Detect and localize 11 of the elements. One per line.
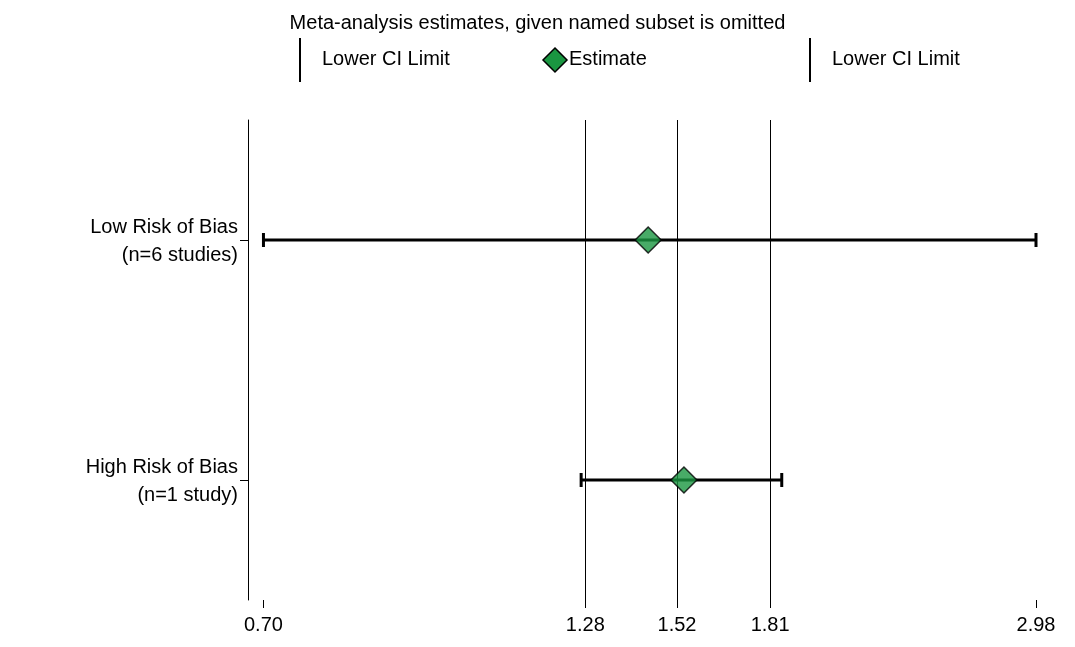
y-tick-label: High Risk of Bias (n=1 study)	[85, 455, 238, 505]
x-tick-label: 1.28	[565, 613, 605, 635]
text: Lower CI Limit	[832, 47, 961, 69]
x-tick-label: 1.81	[750, 613, 790, 635]
legend-label: Estimate	[569, 47, 647, 69]
text: Lower CI Limit	[322, 47, 451, 69]
legend-title: Meta-analysis estimates, given named subset is omitted	[289, 11, 786, 33]
x-tick-label: 0.70	[243, 613, 283, 635]
x-tick-label: 1.52	[657, 613, 697, 635]
x-tick-label: 2.98	[1016, 613, 1056, 635]
y-tick-label: Low Risk of Bias (n=6 studies)	[90, 215, 238, 265]
